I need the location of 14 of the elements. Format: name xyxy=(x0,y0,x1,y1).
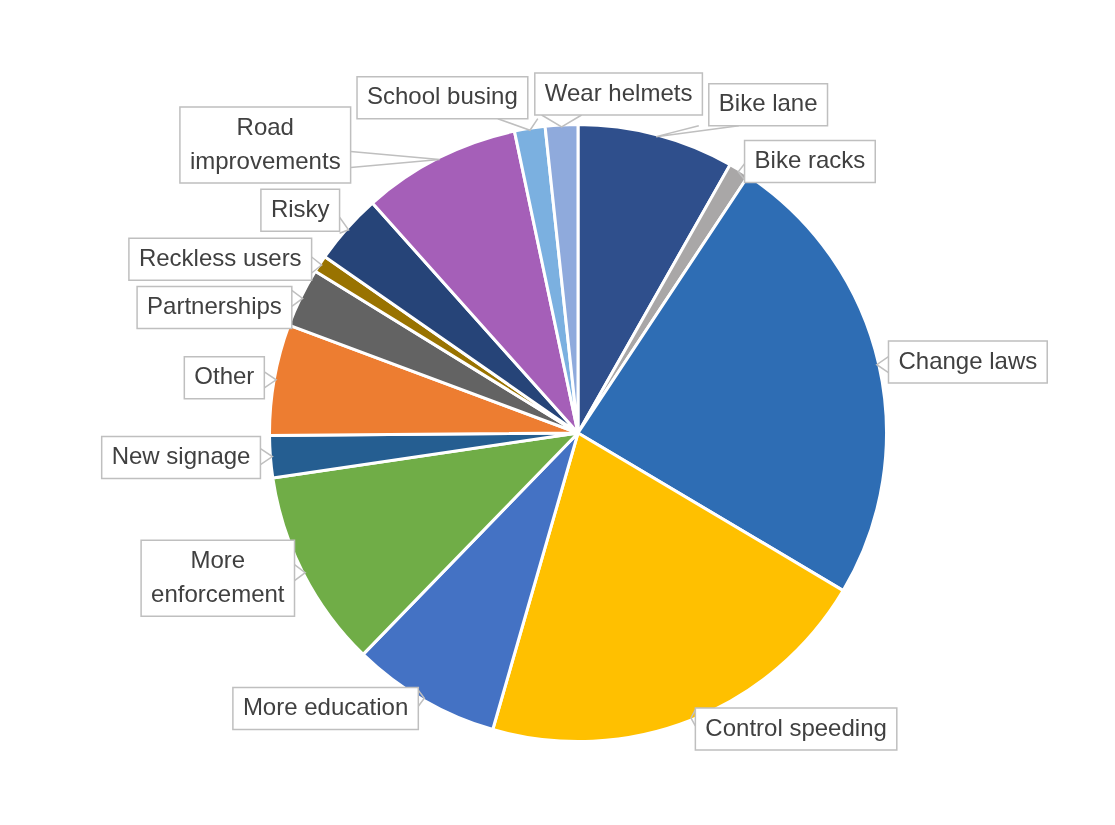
slice-label: New signage xyxy=(111,442,251,470)
slice-label: More education xyxy=(242,693,409,721)
slice-label: Control speeding xyxy=(705,713,887,741)
slice-label: Other xyxy=(194,362,255,390)
slice-label: Bike racks xyxy=(754,146,866,174)
slice-label: Partnerships xyxy=(147,292,282,320)
slice-label: Road improvements xyxy=(189,112,341,174)
slice-label: Risky xyxy=(270,194,330,222)
slice-label: Bike lane xyxy=(718,89,818,117)
slice-label: Wear helmets xyxy=(544,78,693,106)
slice-label: Change laws xyxy=(898,346,1038,374)
slice-label: School busing xyxy=(367,82,518,110)
slice-label: More enforcement xyxy=(151,545,285,607)
slice-label: Reckless users xyxy=(138,243,302,271)
